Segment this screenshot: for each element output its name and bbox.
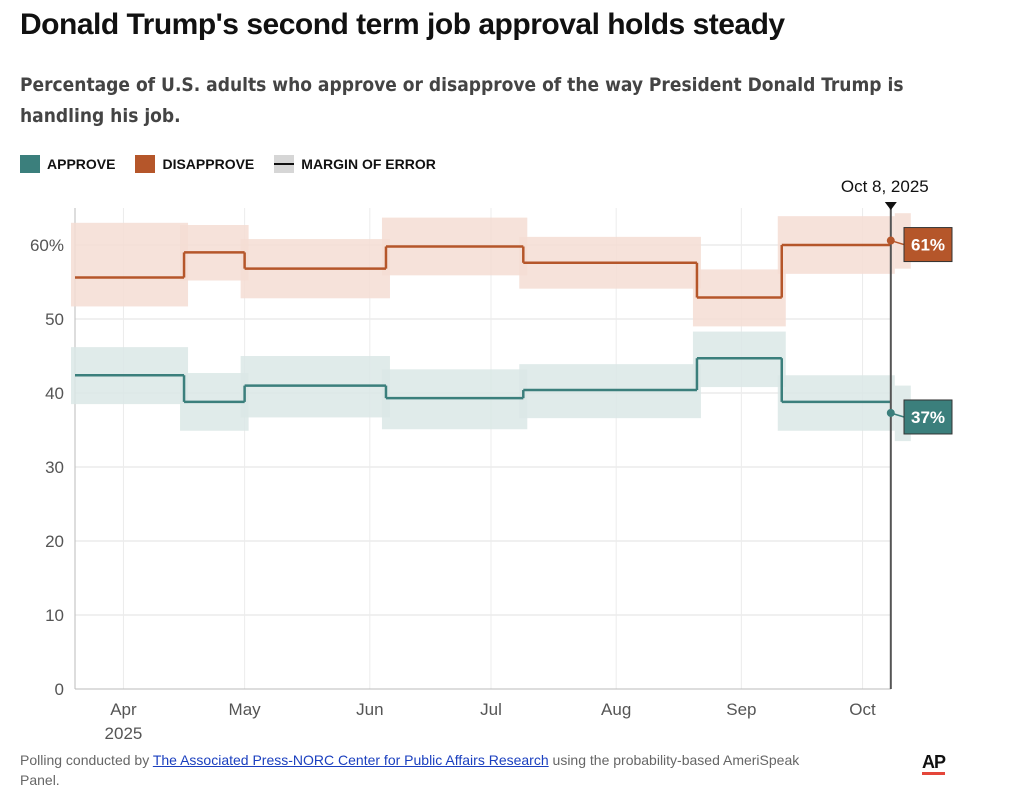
label-leader [890,412,905,418]
chart-title: Donald Trump's second term job approval … [20,8,785,41]
legend-item: MARGIN OF ERROR [274,155,436,173]
x-tick-label: Sep [726,700,756,719]
chart-subtitle: Percentage of U.S. adults who approve or… [20,74,904,127]
legend: APPROVE DISAPPROVE MARGIN OF ERROR [20,155,436,173]
legend-label: APPROVE [47,156,116,172]
legend-label: DISAPPROVE [162,156,255,172]
x-tick-label: Apr [110,700,137,719]
y-tick-label: 30 [45,458,64,477]
legend-swatch [135,155,156,173]
value-label: 61% [911,236,945,255]
y-tick-label: 40 [45,384,64,403]
error-band [71,222,189,307]
footer: Polling conducted by The Associated Pres… [20,750,840,790]
footer-link[interactable]: The Associated Press-NORC Center for Pub… [152,752,549,768]
x-year-label: 2025 [105,724,143,743]
footer-text: using the probability-based AmeriSpeak P… [20,752,800,788]
y-tick-label: 20 [45,532,64,551]
value-label-box [903,227,953,263]
legend-swatch [274,155,295,173]
legend-swatch [20,155,40,173]
legend-item: APPROVE [20,155,115,173]
marker-arrow [884,202,897,210]
x-tick-label: Jul [480,700,502,719]
footer-text: Polling conducted by [20,752,150,768]
logo: AP [922,752,946,775]
marker-label: Oct 8, 2025 [841,177,929,196]
legend-item: DISAPPROVE [135,155,254,173]
y-tick-label: 0 [55,680,64,699]
x-tick-label: Jun [356,700,383,719]
x-tick-label: May [229,700,262,719]
value-label: 37% [911,408,945,427]
y-tick-label: 50 [45,310,64,329]
y-tick-label: 10 [45,606,64,625]
y-tick-label: 60% [30,236,64,255]
x-tick-label: Oct [849,700,876,719]
value-label-box [903,399,953,435]
x-tick-label: Aug [601,700,631,719]
legend-label: MARGIN OF ERROR [301,156,436,172]
label-leader [890,239,905,246]
